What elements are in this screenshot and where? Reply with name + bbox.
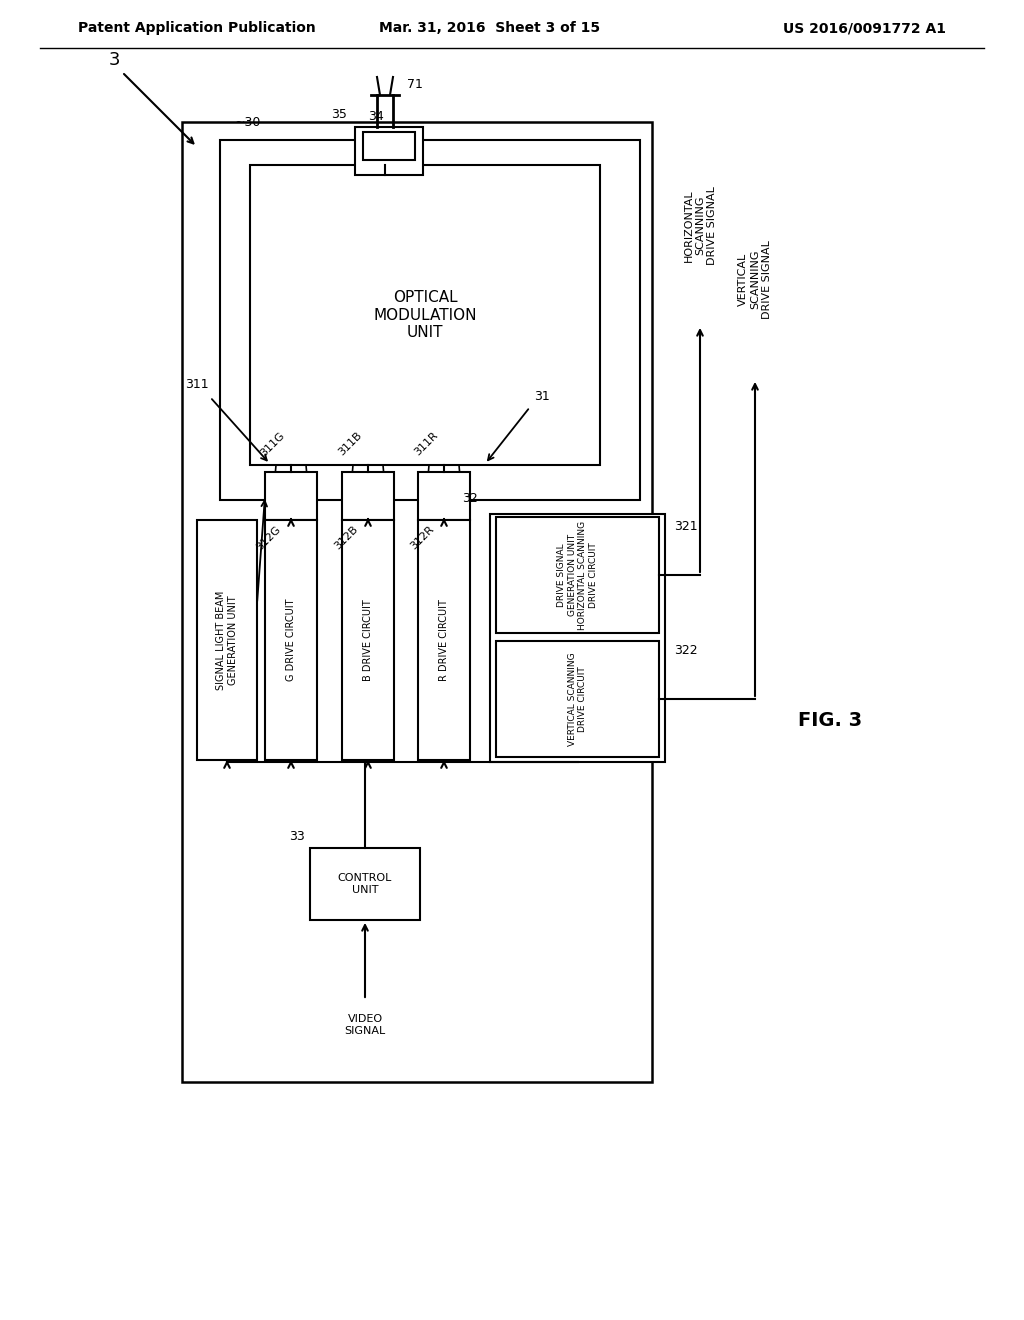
- Bar: [490, 513, 665, 762]
- Text: 3: 3: [109, 51, 120, 69]
- Text: 311: 311: [185, 378, 209, 391]
- Text: 312G: 312G: [255, 524, 283, 552]
- Text: 322: 322: [674, 644, 697, 657]
- Text: OPTICAL
MODULATION
UNIT: OPTICAL MODULATION UNIT: [374, 290, 477, 339]
- Text: 311R: 311R: [413, 430, 439, 458]
- Text: Patent Application Publication: Patent Application Publication: [78, 21, 315, 36]
- Bar: [265, 520, 317, 760]
- Text: VIDEO
SIGNAL: VIDEO SIGNAL: [344, 1014, 386, 1036]
- Text: R DRIVE CIRCUIT: R DRIVE CIRCUIT: [439, 599, 449, 681]
- Bar: [496, 642, 659, 756]
- Bar: [265, 473, 317, 520]
- Text: B DRIVE CIRCUIT: B DRIVE CIRCUIT: [362, 599, 373, 681]
- Bar: [182, 121, 652, 1082]
- Text: 34: 34: [368, 111, 384, 124]
- Text: HORIZONTAL
SCANNING
DRIVE SIGNAL: HORIZONTAL SCANNING DRIVE SIGNAL: [683, 186, 717, 265]
- Bar: [310, 847, 420, 920]
- Text: 312B: 312B: [333, 524, 359, 552]
- Text: DRIVE SIGNAL
GENERATION UNIT
HORIZONTAL SCANNING
DRIVE CIRCUIT: DRIVE SIGNAL GENERATION UNIT HORIZONTAL …: [557, 520, 598, 630]
- Bar: [362, 132, 415, 160]
- Text: 311B: 311B: [336, 430, 364, 458]
- Bar: [418, 520, 470, 760]
- Text: 311G: 311G: [259, 430, 287, 458]
- Text: ~30: ~30: [234, 116, 261, 128]
- Text: SIGNAL LIGHT BEAM
GENERATION UNIT: SIGNAL LIGHT BEAM GENERATION UNIT: [216, 590, 238, 689]
- Bar: [342, 520, 394, 760]
- Text: 32: 32: [462, 492, 478, 506]
- Text: US 2016/0091772 A1: US 2016/0091772 A1: [783, 21, 946, 36]
- Bar: [355, 127, 423, 176]
- Bar: [418, 473, 470, 520]
- Text: VERTICAL
SCANNING
DRIVE SIGNAL: VERTICAL SCANNING DRIVE SIGNAL: [738, 240, 772, 319]
- Text: CONTROL
UNIT: CONTROL UNIT: [338, 874, 392, 895]
- Bar: [197, 520, 257, 760]
- Bar: [496, 517, 659, 634]
- Text: Mar. 31, 2016  Sheet 3 of 15: Mar. 31, 2016 Sheet 3 of 15: [380, 21, 600, 36]
- Text: 71: 71: [408, 78, 423, 91]
- Text: 312R: 312R: [409, 524, 436, 552]
- Text: 31: 31: [535, 389, 550, 403]
- Text: 321: 321: [674, 520, 697, 533]
- Bar: [342, 473, 394, 520]
- Text: 33: 33: [289, 829, 305, 842]
- Text: G DRIVE CIRCUIT: G DRIVE CIRCUIT: [286, 599, 296, 681]
- Text: FIG. 3: FIG. 3: [798, 710, 862, 730]
- Bar: [250, 165, 600, 465]
- Text: 35: 35: [331, 108, 347, 121]
- Bar: [220, 140, 640, 500]
- Text: VERTICAL SCANNING
DRIVE CIRCUIT: VERTICAL SCANNING DRIVE CIRCUIT: [567, 652, 587, 746]
